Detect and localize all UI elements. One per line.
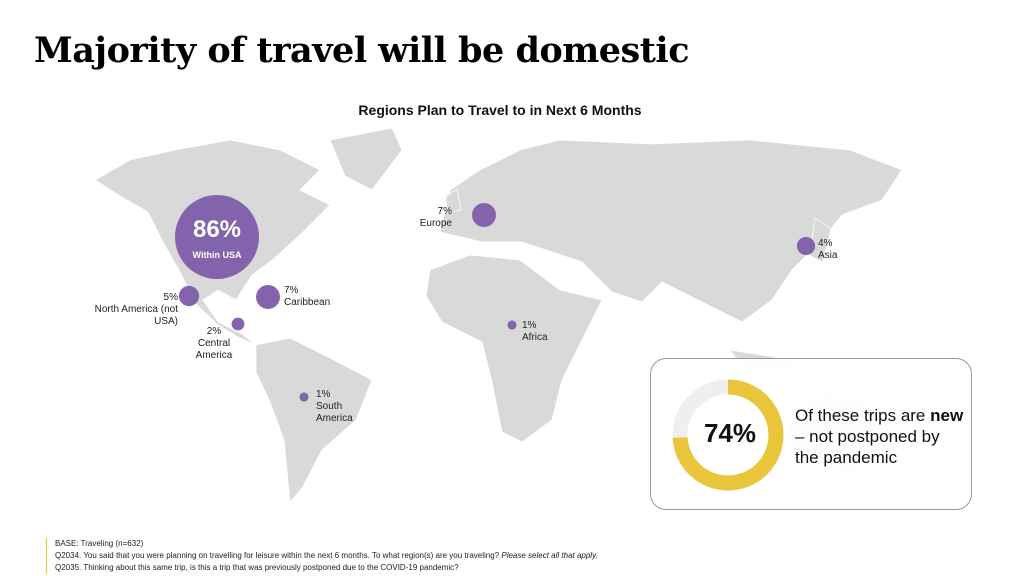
bubble-value-label: 7% (284, 285, 299, 296)
region-bubble (796, 236, 816, 256)
callout-text-part: – not postponed by the pandemic (795, 427, 940, 467)
bubble-value-label: 86% (192, 216, 242, 243)
callout-text: Of these trips are new – not postponed b… (795, 405, 965, 468)
bubble-value-label: 1% (522, 320, 537, 331)
callout-text-bold: new (930, 406, 964, 425)
donut-value-label: 74% (703, 418, 757, 448)
bubble-value-label: 4% (818, 238, 833, 249)
region-label: Caribbean (284, 297, 331, 308)
region-bubble (231, 317, 245, 331)
footer-q2034: Q2034. You said that you were planning o… (55, 551, 500, 560)
region-label: Within USA (192, 250, 242, 260)
bubble-value-label: 7% (437, 206, 452, 217)
region-bubble (256, 285, 280, 309)
africa (425, 254, 603, 443)
slide-title: Majority of travel will be domestic (34, 30, 690, 71)
region-bubble (175, 195, 259, 279)
region-label: Central America (195, 338, 233, 361)
region-label: Europe (419, 218, 452, 229)
footer-q2034-note: Please select all that apply. (501, 551, 598, 560)
uk (445, 188, 462, 214)
bubble-value-label: 2% (206, 326, 222, 337)
donut-arc (672, 379, 784, 491)
region-label: South America (316, 401, 353, 424)
region-label: Africa (522, 332, 548, 343)
region-bubble (507, 320, 517, 330)
footer: BASE: Traveling (n=632) Q2034. You said … (46, 538, 598, 574)
bubble-value-label: 1% (316, 389, 331, 400)
region-label: Asia (818, 250, 838, 261)
region-label: North America (not USA) (94, 304, 178, 327)
callout-text-part: Of these trips are (795, 406, 926, 425)
bubble-value-label: 5% (163, 292, 178, 303)
greenland (329, 127, 403, 191)
footer-base: BASE: Traveling (n=632) (55, 539, 144, 548)
south-america (255, 337, 373, 503)
chart-title: Regions Plan to Travel to in Next 6 Mont… (358, 102, 642, 118)
region-bubble (178, 285, 200, 307)
region-bubble (299, 392, 309, 402)
region-bubble (472, 203, 496, 227)
footer-question: Q2035. Thinking about this same trip, is… (55, 563, 459, 572)
footer-question: Q2034. You said that you were planning o… (55, 550, 598, 562)
